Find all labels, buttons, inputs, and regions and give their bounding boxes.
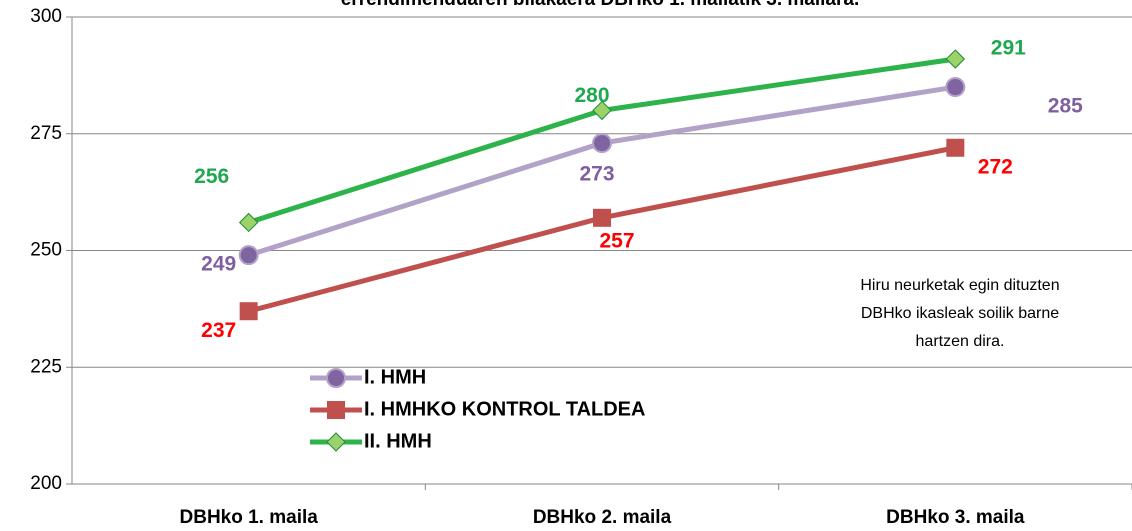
data-label: 280 xyxy=(574,84,609,107)
data-label: 273 xyxy=(579,163,614,186)
data-label: 285 xyxy=(1048,95,1083,118)
legend-label: I. HMHKO KONTROL TALDEA xyxy=(364,398,645,420)
y-tick-label: 250 xyxy=(30,240,62,261)
x-tick-label: DBHko 2. maila xyxy=(533,507,672,528)
data-label: 256 xyxy=(194,165,229,188)
x-tick-label: DBHko 1. maila xyxy=(180,507,319,528)
annotation: hartzen dira. xyxy=(916,333,1005,350)
point xyxy=(946,138,965,157)
x-tick-label: DBHko 3. maila xyxy=(886,507,1025,528)
point xyxy=(945,49,966,69)
y-tick-label: 225 xyxy=(30,356,62,377)
y-tick-label: 300 xyxy=(30,6,62,27)
point xyxy=(592,100,612,121)
point xyxy=(239,302,258,321)
annotation: DBHko ikasleak soilik barne xyxy=(861,305,1059,322)
point xyxy=(326,368,346,388)
data-label: 237 xyxy=(201,319,236,342)
data-label: 257 xyxy=(599,229,634,252)
y-tick-label: 200 xyxy=(30,473,62,494)
y-tick-label: 275 xyxy=(30,123,62,144)
data-label: 291 xyxy=(991,37,1026,60)
annotation: Hiru neurketak egin dituzten xyxy=(860,277,1059,294)
chart-title: errendimenduaren bilakaera DBHko 1. mail… xyxy=(341,0,860,10)
point xyxy=(238,212,259,233)
point xyxy=(592,133,612,154)
point xyxy=(326,432,346,452)
data-label: 272 xyxy=(978,155,1013,178)
point xyxy=(327,401,345,419)
point xyxy=(238,245,259,266)
data-label: 249 xyxy=(201,253,236,276)
point xyxy=(593,208,611,227)
legend-label: II. HMH xyxy=(364,430,432,452)
legend-label: I. HMH xyxy=(364,366,426,388)
point xyxy=(945,77,966,98)
